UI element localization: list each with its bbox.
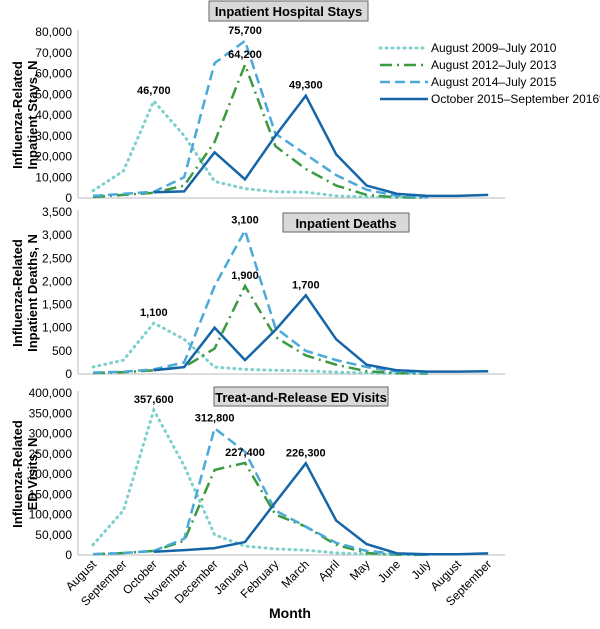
series-line-1 [93,463,427,555]
y-tick-label: 50,000 [35,87,72,101]
y-tick-label: 3,500 [42,205,72,219]
data-label: 226,300 [286,447,326,459]
series-line-2 [93,231,427,373]
x-tick-label: March [278,557,311,590]
legend-label: August 2009–July 2010 [431,41,557,55]
y-axis-label: Influenza-RelatedInpatient Stays, N [10,60,40,169]
series-line-3 [154,463,488,554]
y-tick-label: 50,000 [35,528,72,542]
x-tick-label: June [375,557,404,586]
y-tick-label: 3,000 [42,228,72,242]
y-tick-label: 400,000 [29,386,73,400]
series-line-1 [93,286,427,373]
data-label: 227,400 [225,447,265,459]
data-label: 75,700 [228,25,262,37]
y-tick-label: 500 [52,344,72,358]
data-label: 3,100 [231,215,259,227]
data-label: 64,200 [228,49,262,61]
series-line-3 [154,96,488,196]
y-tick-label: 10,000 [35,170,72,184]
series-line-3 [154,295,488,371]
y-tick-label: 70,000 [35,46,72,60]
data-label: 357,600 [134,394,174,406]
panel-title: Treat-and-Release ED Visits [215,390,387,405]
y-tick-label: 20,000 [35,150,72,164]
y-tick-label: 0 [65,191,72,205]
y-tick-label: 350,000 [29,406,73,420]
legend-label: August 2014–July 2015 [431,75,557,89]
data-label: 1,900 [231,270,259,282]
panel-title: Inpatient Hospital Stays [215,4,362,19]
y-tick-label: 1,500 [42,298,72,312]
legend-label: August 2012–July 2013 [431,58,557,72]
y-tick-label: 1,000 [42,321,72,335]
y-tick-label: 2,500 [42,251,72,265]
panel-0: 0 10,000 20,000 30,000 40,000 50,000 60,000 70,… [10,1,600,205]
series-line-2 [93,41,427,197]
data-label: 1,100 [140,307,168,319]
y-tick-label: 0 [65,367,72,381]
panel-2: 050,000100,000150,000200,000250,000300,0… [10,386,505,621]
x-tick-label: May [347,557,373,583]
panel-title: Inpatient Deaths [295,216,396,231]
x-tick-label: April [315,557,342,584]
y-tick-label: 80,000 [35,25,72,39]
data-label: 49,300 [289,80,323,92]
y-tick-label: 2,000 [42,274,72,288]
y-axis-label: Influenza-RelatedInpatient Deaths, N [10,234,40,352]
data-label: 1,700 [292,279,320,291]
y-tick-label: 40,000 [35,108,72,122]
y-tick-label: 30,000 [35,129,72,143]
x-tick-label: July [409,557,434,582]
legend-label: October 2015–September 2016a [431,91,600,106]
series-line-0 [93,101,427,197]
series-line-0 [93,410,427,555]
y-tick-label: 60,000 [35,67,72,81]
panel-1: 0 500 1,000 1,500 2,000 2,500 3,000 3,500 Influe… [10,205,505,381]
x-axis-label: Month [269,605,311,621]
data-label: 46,700 [137,85,171,97]
y-tick-label: 0 [65,548,72,562]
data-label: 312,800 [195,412,235,424]
